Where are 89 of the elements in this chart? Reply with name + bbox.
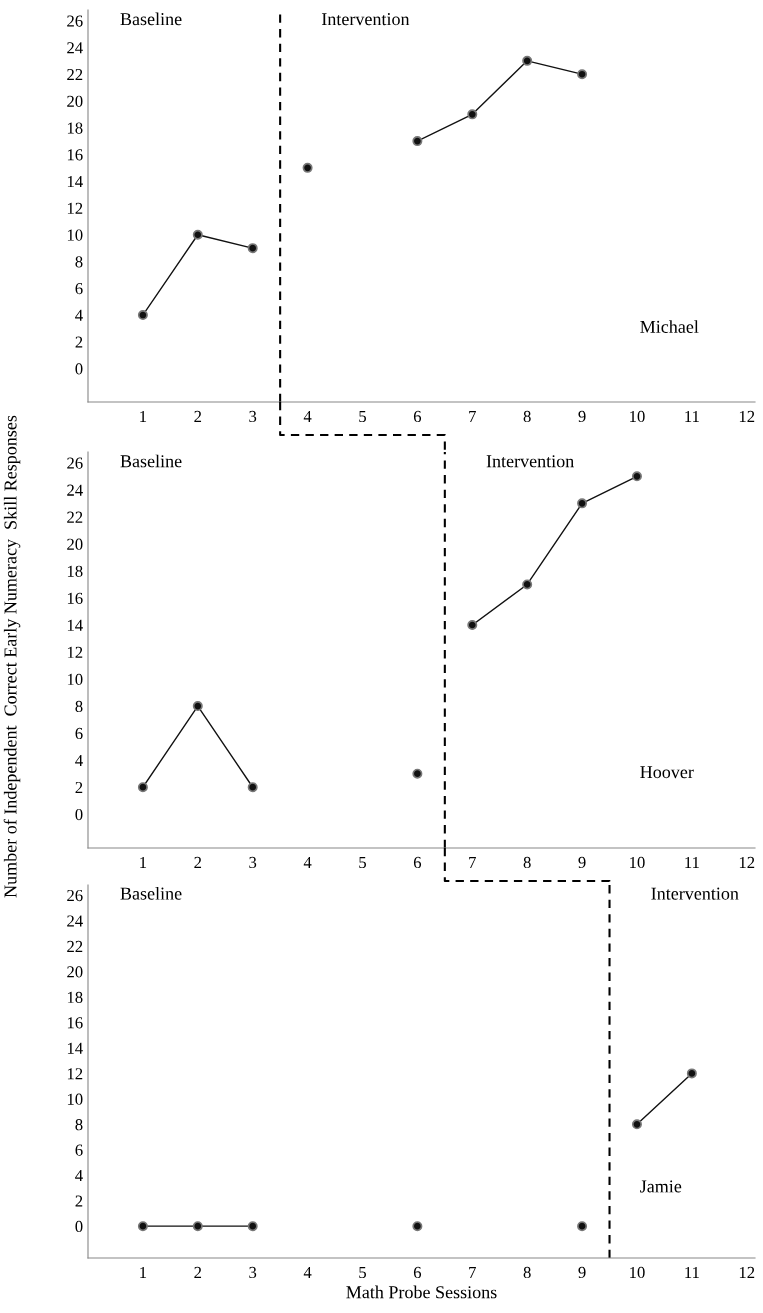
y-tick-label: 18 bbox=[67, 565, 83, 577]
x-tick-label: 8 bbox=[523, 410, 531, 423]
x-tick-label: 1 bbox=[140, 1266, 147, 1278]
y-tick-label: 4 bbox=[75, 309, 83, 321]
x-tick-label: 7 bbox=[469, 1266, 476, 1278]
x-tick-label: 7 bbox=[469, 856, 476, 868]
x-axis-title: Math Probe Sessions bbox=[346, 1285, 497, 1299]
x-tick-label: 8 bbox=[523, 1266, 531, 1279]
y-tick-label: 2 bbox=[75, 781, 83, 793]
y-tick-label: 26 bbox=[67, 15, 83, 27]
x-tick-label: 2 bbox=[194, 410, 202, 422]
x-tick-label: 1 bbox=[140, 410, 147, 422]
x-tick-label: 10 bbox=[630, 856, 645, 869]
y-tick-label: 22 bbox=[67, 68, 83, 80]
x-tick-label: 5 bbox=[359, 856, 366, 869]
x-tick-label: 3 bbox=[249, 410, 257, 423]
x-tick-label: 10 bbox=[630, 410, 645, 423]
y-tick-label: 8 bbox=[75, 1119, 83, 1131]
x-tick-label: 6 bbox=[413, 1266, 422, 1279]
y-tick-label: 6 bbox=[75, 283, 83, 295]
x-tick-label: 11 bbox=[685, 410, 699, 422]
y-tick-label: 20 bbox=[67, 966, 83, 978]
y-tick-label: 14 bbox=[67, 619, 83, 631]
y-tick-label: 12 bbox=[67, 1068, 83, 1080]
x-tick-label: 10 bbox=[630, 1266, 645, 1279]
y-tick-label: 2 bbox=[75, 336, 83, 348]
annotation: Intervention bbox=[651, 887, 739, 900]
y-tick-label: 24 bbox=[67, 484, 83, 496]
x-tick-label: 11 bbox=[685, 856, 699, 868]
y-tick-label: 6 bbox=[75, 727, 83, 740]
y-tick-label: 26 bbox=[67, 889, 83, 902]
y-tick-label: 2 bbox=[75, 1195, 83, 1207]
y-tick-label: 8 bbox=[75, 256, 83, 268]
y-tick-label: 16 bbox=[67, 592, 83, 604]
x-tick-label: 4 bbox=[303, 856, 312, 868]
y-tick-label: 12 bbox=[67, 646, 83, 658]
y-tick-label: 10 bbox=[67, 229, 83, 241]
y-tick-label: 0 bbox=[75, 808, 83, 821]
x-tick-label: 3 bbox=[249, 856, 257, 869]
annotation: Jamie bbox=[640, 1180, 682, 1193]
x-tick-label: 12 bbox=[739, 410, 755, 422]
y-axis-title: Number of Independent Correct Early Numeracy Skill Responses bbox=[3, 415, 21, 898]
x-tick-label: 5 bbox=[359, 1266, 366, 1279]
x-tick-label: 11 bbox=[685, 1266, 699, 1278]
annotation: Hoover bbox=[640, 766, 694, 779]
annotation: Intervention bbox=[486, 455, 574, 468]
y-tick-label: 16 bbox=[67, 1017, 83, 1029]
x-tick-label: 12 bbox=[739, 856, 755, 868]
x-tick-label: 2 bbox=[194, 1266, 202, 1278]
x-tick-label: 8 bbox=[523, 856, 531, 869]
y-tick-label: 22 bbox=[67, 511, 83, 523]
y-tick-label: 26 bbox=[67, 457, 83, 469]
y-tick-label: 8 bbox=[75, 700, 83, 713]
y-tick-label: 10 bbox=[67, 1093, 83, 1105]
y-tick-label: 0 bbox=[75, 1220, 83, 1233]
y-tick-label: 12 bbox=[67, 202, 83, 214]
x-tick-label: 12 bbox=[739, 1266, 755, 1278]
annotation: Intervention bbox=[321, 13, 410, 26]
x-tick-label: 9 bbox=[578, 856, 586, 869]
y-tick-label: 16 bbox=[67, 149, 83, 161]
y-tick-label: 14 bbox=[67, 1042, 83, 1054]
x-tick-label: 9 bbox=[578, 1266, 586, 1279]
x-tick-label: 5 bbox=[359, 410, 366, 423]
y-tick-label: 20 bbox=[67, 95, 83, 107]
x-tick-label: 4 bbox=[303, 1266, 312, 1278]
annotation: Baseline bbox=[120, 887, 182, 900]
y-tick-label: 18 bbox=[67, 122, 83, 134]
y-tick-label: 4 bbox=[75, 754, 83, 766]
y-tick-label: 20 bbox=[67, 538, 83, 550]
x-tick-label: 9 bbox=[578, 410, 586, 423]
x-tick-label: 7 bbox=[469, 410, 476, 422]
y-tick-label: 24 bbox=[67, 915, 83, 927]
y-tick-label: 0 bbox=[75, 363, 83, 375]
x-tick-label: 4 bbox=[303, 410, 312, 422]
y-tick-label: 22 bbox=[67, 940, 83, 952]
annotation: Baseline bbox=[120, 12, 182, 26]
annotation: Baseline bbox=[120, 454, 182, 468]
annotation: Michael bbox=[640, 320, 699, 333]
y-tick-label: 4 bbox=[75, 1170, 83, 1182]
y-tick-label: 10 bbox=[67, 673, 83, 685]
x-tick-label: 1 bbox=[140, 856, 147, 868]
x-tick-label: 3 bbox=[249, 1266, 257, 1279]
y-tick-label: 6 bbox=[75, 1144, 83, 1156]
y-tick-label: 14 bbox=[67, 176, 83, 188]
y-tick-label: 24 bbox=[67, 42, 83, 54]
x-tick-label: 6 bbox=[413, 856, 422, 869]
y-tick-label: 18 bbox=[67, 991, 83, 1003]
x-tick-label: 6 bbox=[413, 410, 422, 423]
x-tick-label: 2 bbox=[194, 856, 202, 868]
